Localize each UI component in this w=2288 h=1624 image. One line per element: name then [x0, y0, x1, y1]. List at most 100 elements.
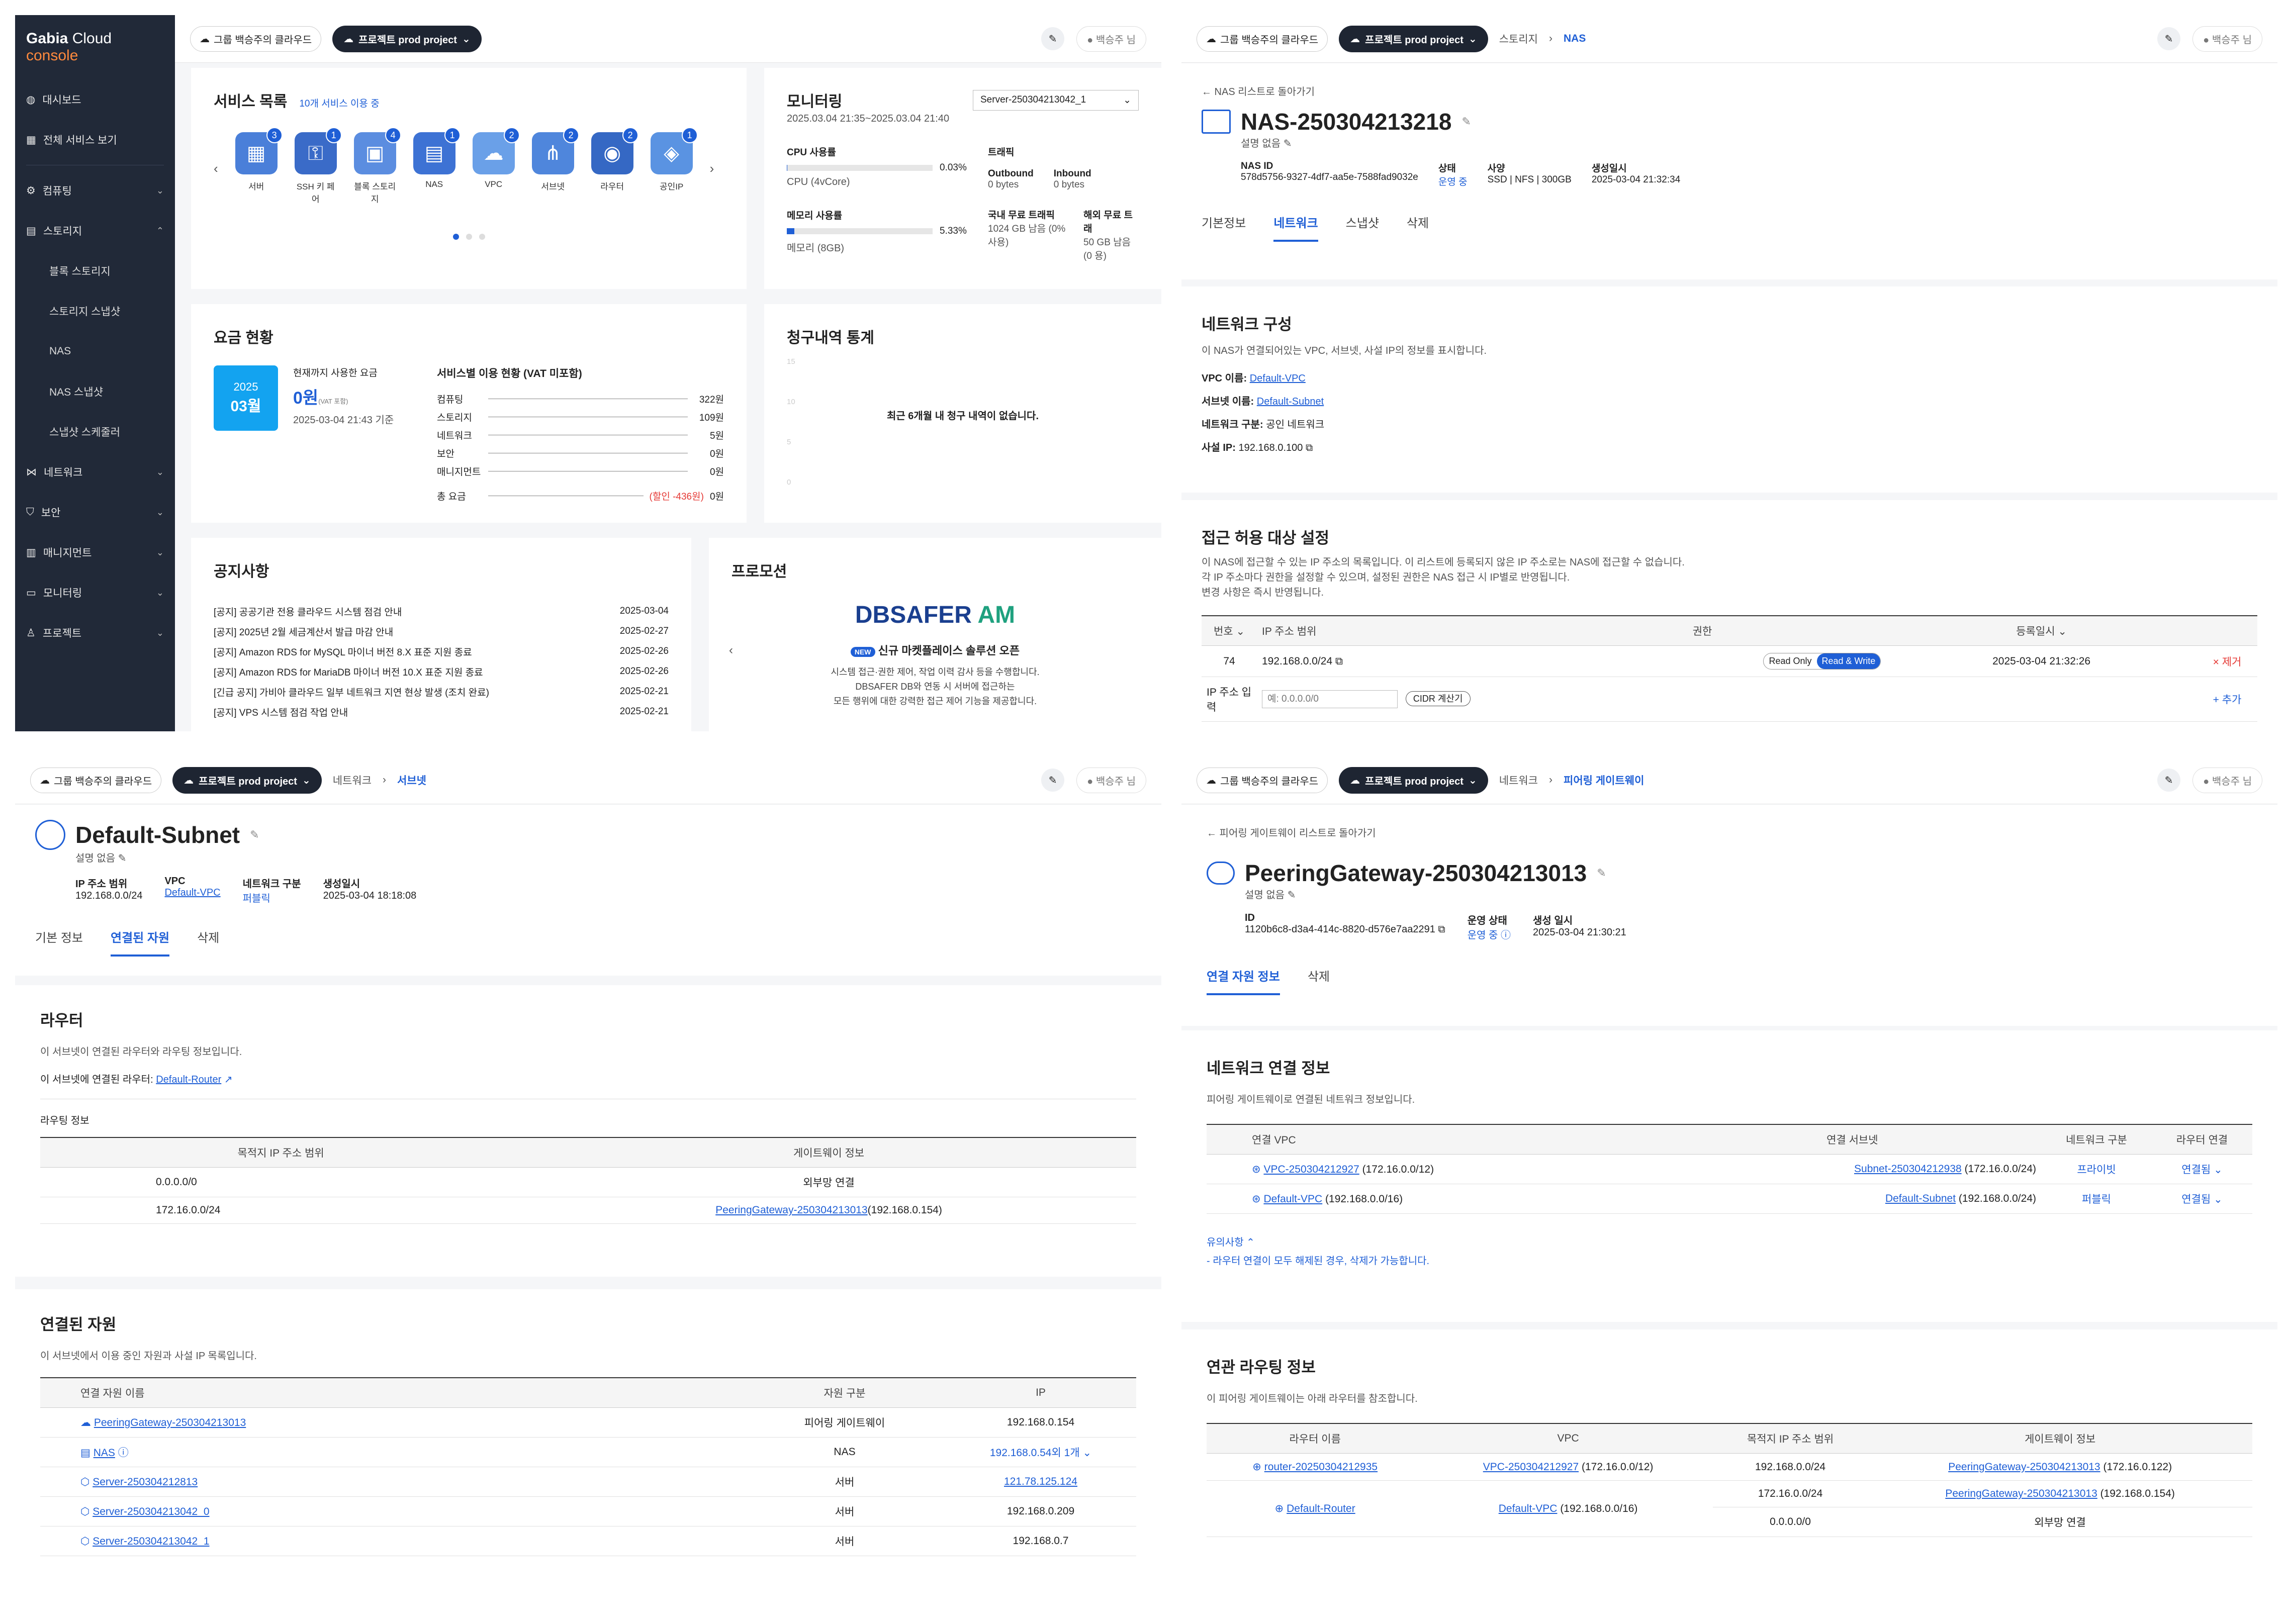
sidebar-item-block-storage[interactable]: 블록 스토리지 [15, 251, 175, 291]
sidebar-item-all-services[interactable]: ▦ 전체 서비스 보기 [15, 120, 175, 160]
notice-item[interactable]: [공지] Amazon RDS for MariaDB 마이너 버전 10.X … [214, 661, 669, 682]
notice-item[interactable]: [공지] 공공기관 전용 클라우드 시스템 점검 안내 2025-03-04 [214, 601, 669, 621]
tab-delete[interactable]: 삭제 [1406, 217, 1429, 230]
edit-icon[interactable]: ✎ [1461, 115, 1471, 128]
breadcrumb-item[interactable]: 네트워크 [1499, 775, 1538, 787]
tab-basic[interactable]: 기본정보 [1202, 217, 1246, 230]
router-connection-dropdown[interactable]: 연결됨 ⌄ [2152, 1154, 2252, 1184]
group-selector[interactable]: ☁ 그룹 백승주의 클라우드 [1197, 26, 1328, 52]
breadcrumb-item[interactable]: 스토리지 [1499, 34, 1538, 45]
resource-link[interactable]: Server-250304212813 [93, 1476, 198, 1488]
sidebar-item-dashboard[interactable]: ◍ 대시보드 [15, 79, 175, 120]
tab-delete[interactable]: 삭제 [197, 931, 220, 945]
router-link[interactable]: Default-Router [156, 1074, 222, 1085]
edit-icon[interactable]: ✎ [1597, 867, 1606, 879]
copy-icon[interactable]: ⧉ [1305, 442, 1313, 453]
sidebar-item-nas-snapshot[interactable]: NAS 스냅샷 [15, 371, 175, 412]
user-menu[interactable]: ● 백승주 님 [2192, 767, 2262, 793]
carousel-next-icon[interactable]: › [709, 160, 714, 176]
notice-item[interactable]: [공지] VPS 시스템 점검 작업 안내 2025-02-21 [214, 702, 669, 722]
tab-network[interactable]: 네트워크 [1273, 213, 1318, 242]
remove-button[interactable]: × 제거 [2197, 645, 2257, 677]
service-item-2[interactable]: ⚿ 1 SSH 키 페어 [294, 127, 342, 205]
subnet-link[interactable]: Default-Subnet [1256, 396, 1324, 407]
service-item-4[interactable]: ▤ 1 NAS [413, 127, 461, 205]
edit-icon[interactable]: ✎ [1287, 890, 1296, 901]
vpc-link[interactable]: Default-VPC [164, 887, 221, 898]
copy-icon[interactable]: ⧉ [1438, 924, 1445, 935]
tab-connected-resources[interactable]: 연결 자원 정보 [1207, 967, 1280, 995]
resource-link[interactable]: NAS [93, 1447, 115, 1459]
subnet-link[interactable]: Subnet-250304212938 [1854, 1163, 1962, 1175]
info-icon[interactable]: ⓘ [1501, 930, 1511, 941]
project-selector[interactable]: ☁ 프로젝트 prod project ⌄ [1339, 767, 1488, 794]
carousel-prev-icon[interactable]: ‹ [729, 643, 733, 657]
service-item-8[interactable]: ◈ 1 공인IP [650, 127, 698, 205]
notice-item[interactable]: [공지] Amazon RDS for MySQL 마이너 버전 8.X 표준 … [214, 641, 669, 661]
brand-logo[interactable]: Gabia Cloud console [15, 15, 175, 79]
resource-link[interactable]: Server-250304213042_0 [93, 1505, 210, 1517]
promotion-banner[interactable]: DBSAFER AM NEW 신규 마켓플레이스 솔루션 오픈 시스템 접근·권… [731, 601, 1139, 708]
ip-dropdown[interactable]: 192.168.0.54외 1개 ⌄ [945, 1437, 1136, 1467]
sidebar-item-network[interactable]: ⋈ 네트워크 ⌄ [15, 452, 175, 492]
notes-toggle[interactable]: 유의사항 ⌃ [1207, 1234, 2252, 1249]
chat-icon[interactable]: ✎ [2157, 27, 2181, 50]
edit-icon[interactable]: ✎ [250, 828, 259, 841]
service-item-6[interactable]: ⋔ 2 서브넷 [531, 127, 579, 205]
carousel-dot[interactable] [479, 234, 485, 240]
user-menu[interactable]: ● 백승주 님 [1076, 26, 1146, 52]
gateway-link[interactable]: PeeringGateway-250304213013 [1945, 1488, 2097, 1499]
carousel-dot[interactable] [466, 234, 472, 240]
copy-icon[interactable]: ⧉ [1335, 655, 1343, 667]
group-selector[interactable]: ☁ 그룹 백승주의 클라우드 [190, 26, 322, 52]
sidebar-item-monitoring[interactable]: ▭ 모니터링 ⌄ [15, 572, 175, 613]
router-link[interactable]: Default-Router [1287, 1503, 1355, 1514]
column-header[interactable]: 등록일시 ⌄ [1886, 615, 2197, 646]
external-link-icon[interactable]: ↗ [224, 1074, 233, 1085]
sidebar-item-storage[interactable]: ▤ 스토리지 ⌃ [15, 211, 175, 251]
chat-icon[interactable]: ✎ [2157, 769, 2181, 792]
vpc-link[interactable]: VPC-250304212927 [1263, 1163, 1359, 1175]
sidebar-item-management[interactable]: ▥ 매니지먼트 ⌄ [15, 532, 175, 572]
public-ip-link[interactable]: 121.78.125.124 [945, 1467, 1136, 1497]
carousel-prev-icon[interactable]: ‹ [214, 160, 218, 176]
chat-icon[interactable]: ✎ [1041, 769, 1065, 792]
project-selector[interactable]: ☁ 프로젝트 prod project ⌄ [172, 767, 322, 794]
service-item-5[interactable]: ☁ 2 VPC [472, 127, 520, 205]
back-link[interactable]: ← NAS 리스트로 돌아가기 [1202, 86, 1315, 98]
add-button[interactable]: + 추가 [2197, 677, 2257, 722]
user-menu[interactable]: ● 백승주 님 [1076, 767, 1146, 793]
edit-icon[interactable]: ✎ [118, 853, 127, 864]
tab-basic[interactable]: 기본 정보 [35, 931, 83, 945]
service-item-7[interactable]: ◉ 2 라우터 [591, 127, 638, 205]
ip-input[interactable] [1262, 690, 1398, 708]
tab-connected-resources[interactable]: 연결된 자원 [111, 928, 170, 957]
gateway-link[interactable]: PeeringGateway-250304213013 [1948, 1461, 2100, 1473]
column-header[interactable]: 번호 ⌄ [1202, 615, 1257, 646]
carousel-dot[interactable] [452, 234, 459, 240]
resource-link[interactable]: PeeringGateway-250304213013 [94, 1416, 246, 1428]
subnet-link[interactable]: Default-Subnet [1885, 1193, 1956, 1204]
vpc-link[interactable]: Default-VPC [1249, 373, 1306, 384]
group-selector[interactable]: ☁ 그룹 백승주의 클라우드 [1197, 767, 1328, 793]
edit-icon[interactable]: ✎ [1283, 138, 1292, 149]
sidebar-item-nas[interactable]: NAS [15, 331, 175, 371]
chat-icon[interactable]: ✎ [1041, 27, 1065, 50]
permission-toggle[interactable]: Read Only Read & Write [1763, 653, 1881, 670]
sidebar-item-storage-snapshot[interactable]: 스토리지 스냅샷 [15, 291, 175, 331]
sidebar-item-compute[interactable]: ⚙ 컴퓨팅 ⌄ [15, 170, 175, 211]
sidebar-item-project[interactable]: ♙ 프로젝트 ⌄ [15, 613, 175, 653]
server-select[interactable]: Server-250304213042_1 ⌄ [973, 89, 1139, 111]
project-selector[interactable]: ☁ 프로젝트 prod project ⌄ [1339, 25, 1488, 52]
cidr-calculator-button[interactable]: CIDR 계산기 [1405, 691, 1471, 706]
tab-snapshot[interactable]: 스냅샷 [1345, 217, 1379, 230]
sidebar-item-security[interactable]: ⛉ 보안 ⌄ [15, 492, 175, 532]
vpc-link[interactable]: Default-VPC [1498, 1502, 1558, 1514]
router-connection-dropdown[interactable]: 연결됨 ⌄ [2152, 1184, 2252, 1214]
read-write-option[interactable]: Read & Write [1816, 653, 1881, 669]
service-item-1[interactable]: ▦ 3 서버 [235, 127, 283, 205]
tab-delete[interactable]: 삭제 [1307, 970, 1330, 984]
user-menu[interactable]: ● 백승주 님 [2192, 26, 2262, 52]
project-selector[interactable]: ☁ 프로젝트 prod project ⌄ [332, 25, 482, 52]
carousel-dots[interactable] [214, 234, 724, 240]
